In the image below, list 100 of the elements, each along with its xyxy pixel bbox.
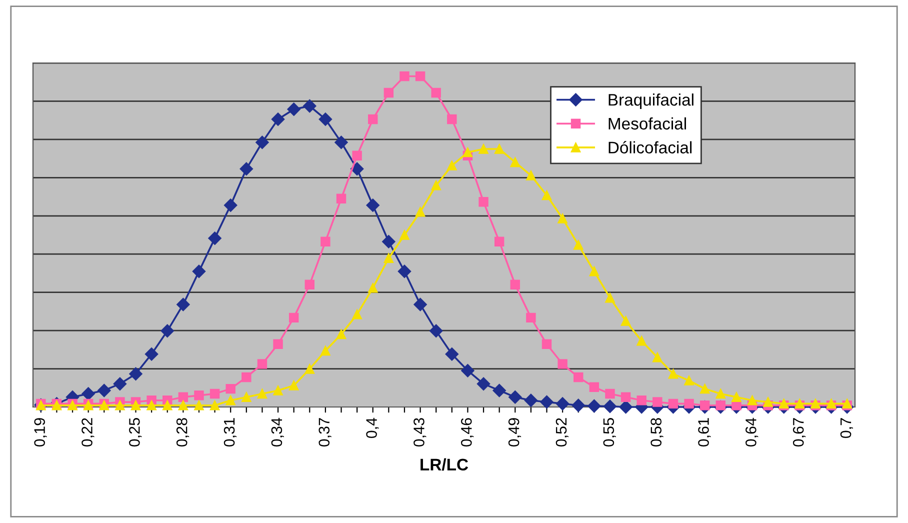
point bbox=[510, 157, 520, 168]
x-tick-label: 0,49 bbox=[508, 418, 522, 447]
point bbox=[226, 384, 236, 394]
x-tick-label: 0,7 bbox=[840, 418, 853, 438]
point bbox=[558, 359, 568, 369]
point bbox=[415, 206, 426, 217]
point bbox=[732, 392, 742, 402]
point bbox=[414, 298, 427, 312]
point bbox=[430, 324, 443, 338]
point bbox=[82, 387, 95, 400]
point bbox=[178, 400, 188, 410]
point bbox=[589, 266, 600, 276]
point bbox=[146, 400, 156, 410]
point bbox=[510, 280, 520, 290]
x-tick-label: 0,52 bbox=[556, 418, 568, 447]
point bbox=[478, 144, 488, 154]
point bbox=[700, 384, 710, 394]
point bbox=[492, 384, 506, 398]
point bbox=[636, 396, 646, 406]
point bbox=[605, 388, 615, 399]
point bbox=[336, 329, 346, 340]
point bbox=[129, 367, 142, 381]
legend-label: Dólicofacial bbox=[608, 141, 692, 154]
point bbox=[226, 396, 236, 406]
point bbox=[334, 136, 348, 149]
point bbox=[461, 364, 474, 378]
point bbox=[620, 316, 631, 326]
point bbox=[130, 400, 141, 410]
point bbox=[668, 369, 678, 379]
point bbox=[508, 390, 522, 404]
point bbox=[366, 198, 380, 212]
point bbox=[192, 264, 206, 278]
point bbox=[572, 398, 585, 412]
point bbox=[526, 170, 536, 180]
x-tick-label: 0,46 bbox=[460, 418, 474, 447]
point bbox=[288, 380, 299, 390]
point bbox=[400, 230, 410, 240]
point bbox=[273, 386, 283, 396]
x-tick-label: 0,19 bbox=[34, 418, 47, 447]
point bbox=[574, 240, 584, 250]
point bbox=[208, 232, 222, 245]
point bbox=[271, 112, 285, 126]
point bbox=[304, 280, 314, 290]
point bbox=[288, 312, 299, 323]
point bbox=[162, 400, 172, 410]
point bbox=[320, 346, 330, 356]
point bbox=[668, 398, 678, 409]
point bbox=[684, 398, 694, 409]
point bbox=[431, 180, 441, 190]
point bbox=[526, 312, 536, 323]
point bbox=[589, 382, 600, 392]
x-tick-label: 0,25 bbox=[129, 418, 142, 447]
point bbox=[524, 394, 538, 407]
point bbox=[210, 400, 220, 410]
point bbox=[603, 400, 617, 413]
point bbox=[431, 88, 441, 98]
point bbox=[178, 392, 188, 402]
point bbox=[257, 359, 268, 369]
point bbox=[556, 397, 570, 410]
point bbox=[447, 160, 457, 170]
point bbox=[384, 88, 394, 98]
point bbox=[224, 198, 238, 212]
point bbox=[619, 400, 632, 414]
point bbox=[476, 377, 490, 390]
point bbox=[684, 376, 694, 386]
point bbox=[382, 235, 396, 248]
point bbox=[144, 347, 158, 361]
x-tick-label: 0,61 bbox=[698, 418, 711, 447]
point bbox=[113, 377, 127, 390]
point bbox=[605, 292, 615, 303]
x-tick-label: 0,37 bbox=[318, 418, 332, 447]
x-tick-label: 0,4 bbox=[366, 418, 379, 438]
legend-label: Braquifacial bbox=[608, 93, 694, 110]
point bbox=[368, 283, 378, 293]
point bbox=[240, 162, 253, 176]
point bbox=[494, 144, 504, 154]
x-tick-label: 0,64 bbox=[746, 418, 758, 447]
x-tick-label: 0,28 bbox=[176, 418, 190, 447]
point bbox=[256, 136, 269, 149]
point bbox=[398, 264, 412, 278]
point bbox=[445, 347, 458, 361]
point bbox=[462, 147, 473, 158]
point bbox=[747, 396, 758, 406]
point bbox=[303, 99, 316, 113]
point bbox=[542, 190, 552, 200]
point bbox=[415, 71, 426, 82]
point bbox=[636, 336, 646, 346]
point bbox=[242, 372, 252, 382]
point bbox=[176, 298, 190, 312]
point bbox=[160, 324, 174, 338]
point bbox=[588, 399, 601, 413]
point bbox=[287, 102, 300, 116]
point bbox=[763, 397, 773, 407]
x-axis-title: LR/LC bbox=[420, 458, 468, 471]
point bbox=[336, 194, 346, 204]
x-tick-label: 0,55 bbox=[603, 418, 616, 447]
x-tick-label: 0,31 bbox=[224, 418, 236, 447]
point bbox=[384, 253, 394, 264]
point bbox=[242, 392, 252, 402]
x-tick-label: 0,34 bbox=[271, 418, 284, 447]
